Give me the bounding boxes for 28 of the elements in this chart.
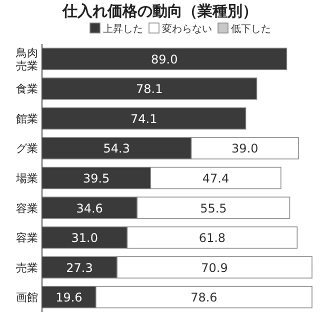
y-tick-label: 容業	[16, 202, 38, 215]
data-label: 74.1	[130, 112, 158, 126]
data-label: 89.0	[150, 52, 178, 66]
data-label: 39.0	[232, 142, 258, 156]
legend-label: 上昇した	[103, 23, 143, 35]
data-label: 19.6	[56, 290, 82, 305]
data-label: 54.3	[103, 142, 130, 156]
data-label: 27.3	[66, 260, 93, 275]
data-label: 70.9	[201, 260, 228, 275]
y-tick-label: 食業	[16, 82, 38, 96]
data-label: 39.5	[82, 172, 110, 186]
data-label: 78.1	[136, 82, 163, 96]
legend-label: 低下した	[231, 24, 271, 35]
y-tick-label: グ業	[16, 142, 38, 156]
chart-title: 仕入れ価格の動向（業種別）	[62, 2, 258, 20]
y-tick-label: 場業	[15, 172, 38, 185]
data-label: 34.6	[76, 201, 103, 216]
data-label: 61.8	[198, 231, 226, 246]
y-tick-label: 画館	[16, 291, 38, 304]
data-label: 78.6	[190, 290, 218, 305]
data-label: 47.4	[202, 172, 230, 186]
data-label: 31.0	[71, 231, 98, 246]
legend-label: 変わらない	[162, 23, 212, 35]
data-label: 55.5	[200, 201, 227, 216]
y-tick-label: 館業	[16, 112, 38, 126]
y-tick-label: 鳥肉売業	[15, 46, 38, 72]
y-tick-label: 売業	[16, 261, 38, 274]
y-tick-label: 容業	[16, 232, 38, 245]
